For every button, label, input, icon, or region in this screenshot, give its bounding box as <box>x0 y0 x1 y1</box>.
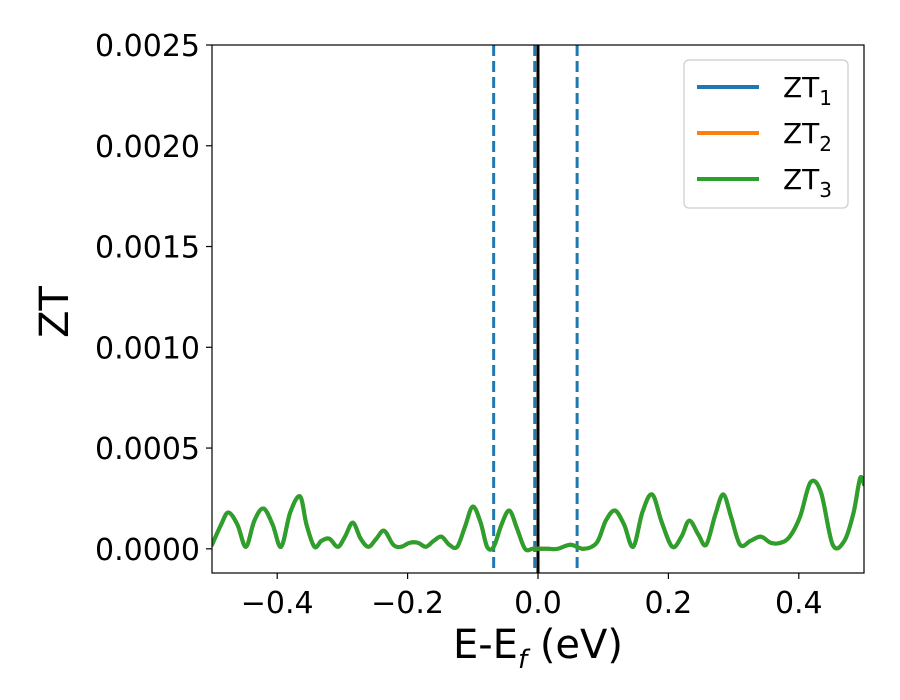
x-tick-label: 0.0 <box>514 586 562 621</box>
x-tick-label: 0.2 <box>645 586 693 621</box>
legend-box <box>683 59 849 209</box>
y-tick-label: 0.0020 <box>95 130 200 165</box>
legend-label-zt1: ZT1 <box>783 71 832 110</box>
y-tick-label: 0.0010 <box>95 331 200 366</box>
series-lines <box>212 475 864 553</box>
legend-label-zt3: ZT3 <box>783 163 832 202</box>
y-tick-label: 0.0000 <box>95 533 200 568</box>
legend-label-main: ZT <box>783 163 820 196</box>
x-tick-label: −0.4 <box>241 586 314 621</box>
y-tick-label: 0.0025 <box>95 29 200 64</box>
legend-label-main: ZT <box>783 71 820 104</box>
x-tick-label: 0.4 <box>775 586 823 621</box>
x-axis-title-main: E-E <box>453 622 518 668</box>
legend-label-main: ZT <box>783 117 820 150</box>
y-axis-title: ZT <box>32 286 78 338</box>
tick-marks: 0.0000 0.0005 0.0010 0.0015 0.0020 0.0025 −0.4… <box>95 29 823 621</box>
legend-label-subscript: 2 <box>819 132 832 156</box>
reference-lines <box>492 45 579 573</box>
x-tick-label: −0.2 <box>371 586 444 621</box>
series-line-zt3 <box>212 475 864 553</box>
y-tick-label: 0.0015 <box>95 231 200 266</box>
x-axis-title-unit: (eV) <box>527 622 623 668</box>
legend-label-subscript: 1 <box>819 86 832 110</box>
legend-label-zt2: ZT2 <box>783 117 832 156</box>
x-axis-title: E-Ef (eV) <box>453 622 623 675</box>
legend-label-subscript: 3 <box>819 178 832 202</box>
y-tick-label: 0.0005 <box>95 432 200 467</box>
